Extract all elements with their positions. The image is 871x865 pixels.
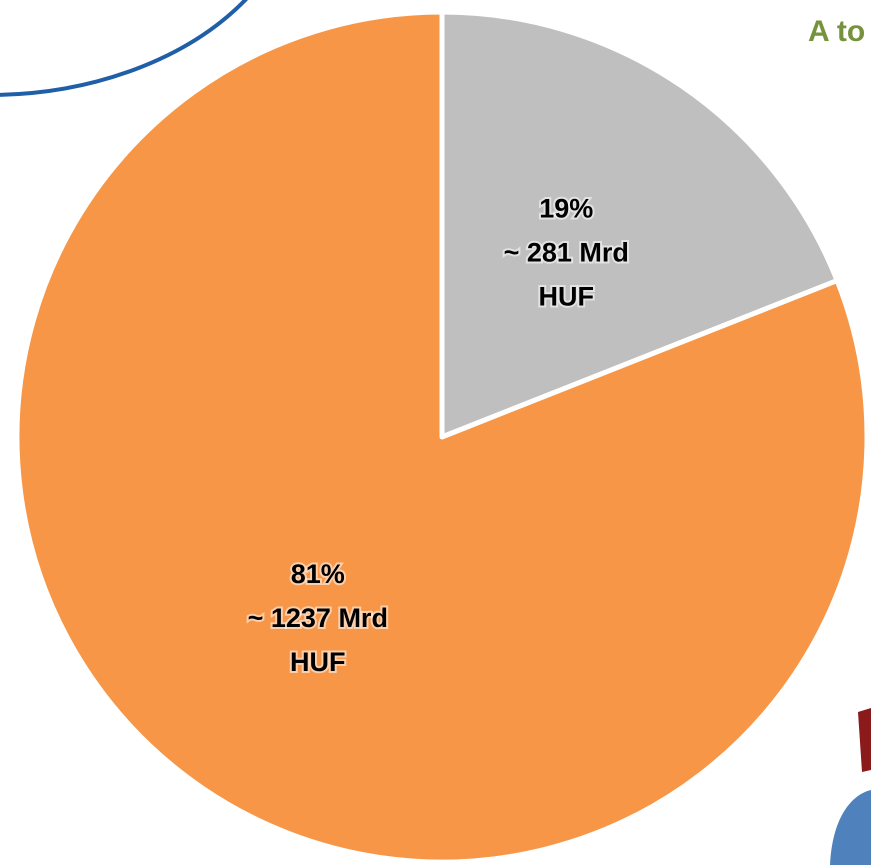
data-label-detail: ~ 1237 Mrd: [248, 603, 388, 633]
page: {"chart_data": {"type": "pie", "title": …: [0, 0, 871, 865]
decorative-shape: [858, 708, 871, 772]
pie: [17, 12, 867, 862]
data-label-detail: HUF: [290, 647, 346, 677]
data-label-detail: HUF: [538, 281, 594, 311]
data-label: 81%: [291, 559, 345, 589]
chart: A to 19% ~ 281 Mrd HUF 81% ~ 1237 Mrd HUF: [0, 0, 871, 865]
decorative-shape: [830, 790, 871, 865]
data-label-detail: ~ 281 Mrd: [504, 237, 629, 267]
chart-title: A to: [808, 15, 865, 48]
data-label: 19%: [539, 193, 593, 223]
